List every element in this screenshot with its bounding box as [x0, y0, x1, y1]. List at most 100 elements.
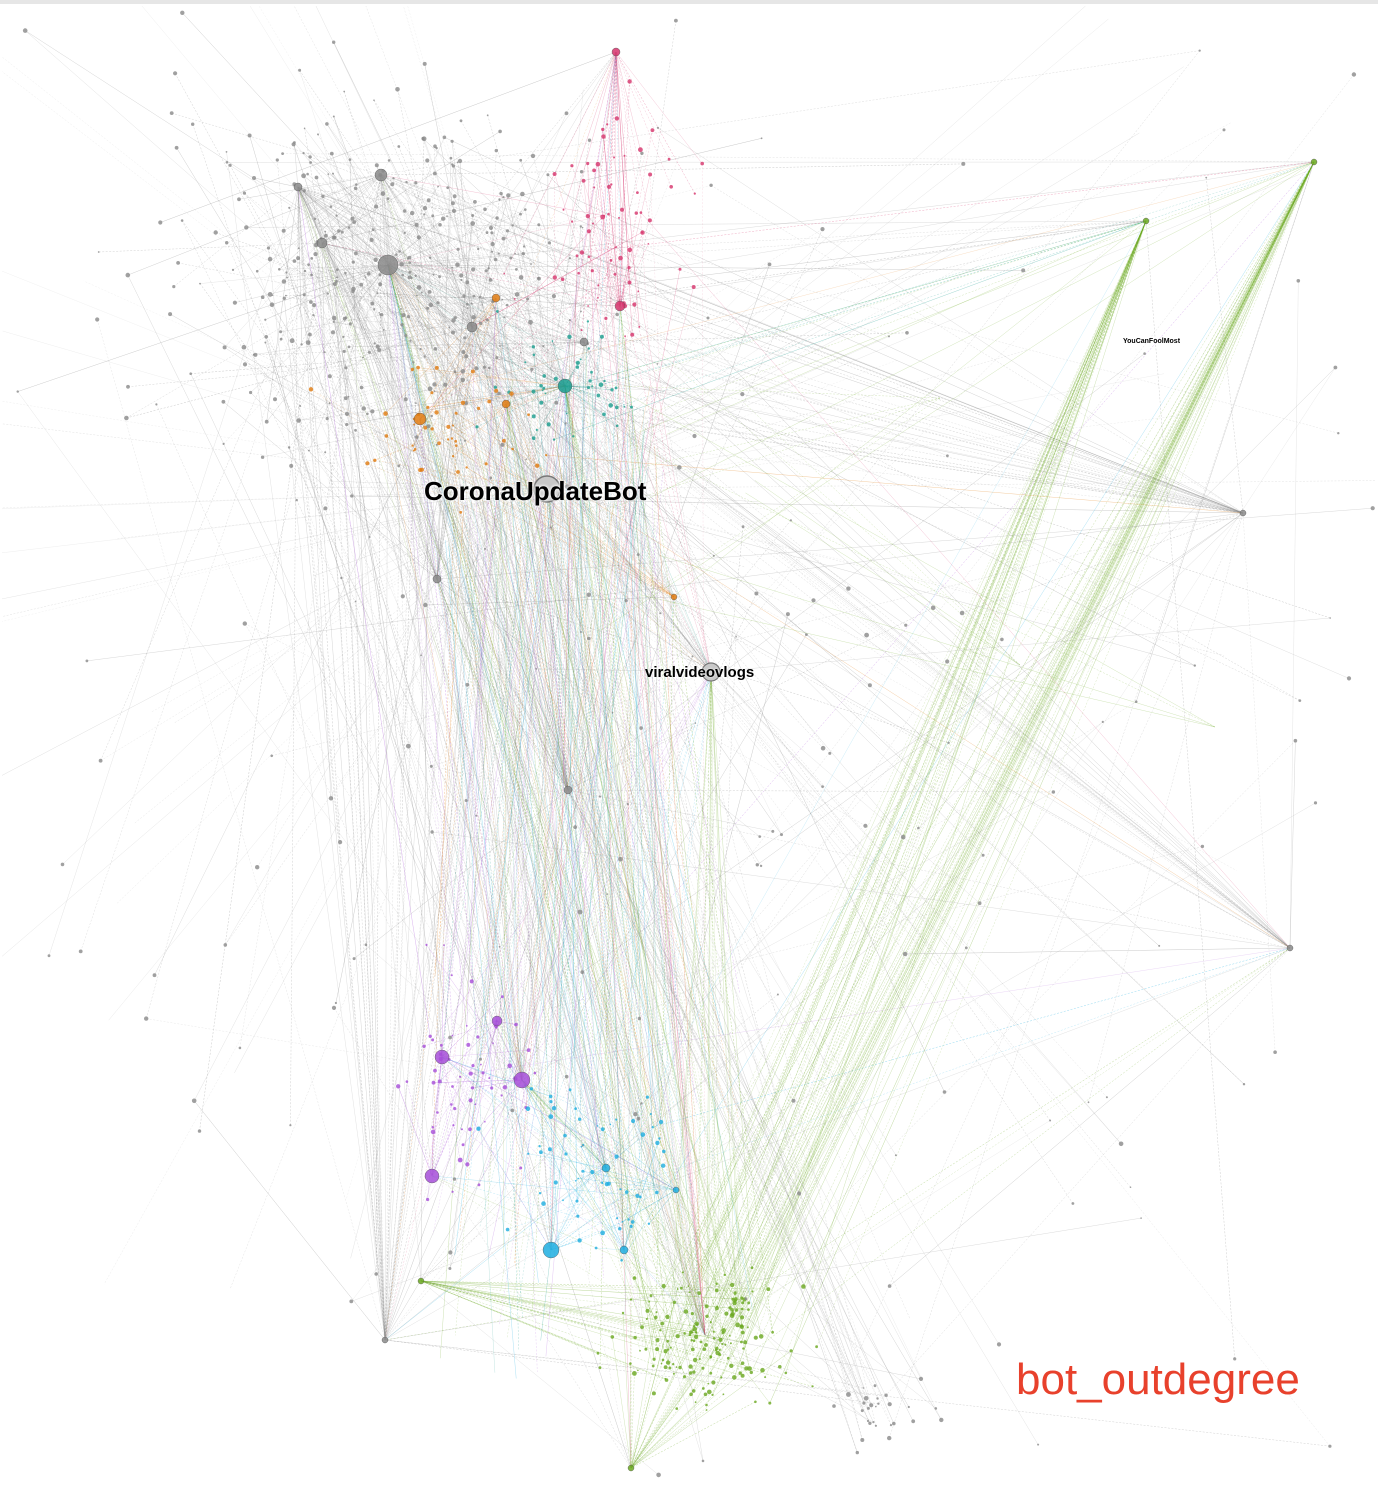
graph-node [330, 330, 336, 335]
graph-edge [461, 1128, 625, 1251]
graph-edge [420, 74, 1355, 1282]
graph-node [521, 252, 525, 256]
graph-edge [408, 746, 552, 1251]
graph-edge [734, 220, 1147, 1378]
graph-edge [436, 412, 675, 598]
graph-node [667, 1348, 670, 1351]
graph-edge [588, 546, 644, 1274]
graph-edge [420, 1280, 697, 1338]
graph-node [740, 1296, 744, 1300]
graph-node [255, 865, 260, 870]
graph-node [221, 399, 226, 404]
graph-edge [272, 294, 585, 343]
graph-edge [521, 1079, 872, 1406]
graph-node [461, 1143, 465, 1147]
graph-edge [603, 414, 712, 673]
graph-node [476, 1126, 481, 1131]
graph-node [47, 954, 51, 958]
graph-edge [402, 442, 548, 490]
graph-edge [518, 487, 640, 1304]
graph-edge [713, 220, 1147, 1383]
graph-node [832, 1404, 836, 1408]
graph-edge [350, 488, 548, 1259]
graph-edge [303, 175, 1291, 949]
graph-edge [342, 231, 507, 405]
graph-node [370, 301, 375, 306]
graph-node [873, 1384, 877, 1388]
graph-edge [173, 186, 299, 287]
graph-edge [428, 200, 473, 328]
graph-edge [490, 477, 569, 791]
graph-edge [250, 264, 389, 393]
graph-node [502, 438, 506, 443]
graph-edge [353, 789, 569, 959]
graph-edge [564, 385, 849, 1395]
graph-edge [459, 160, 473, 328]
graph-edge [229, 488, 548, 1290]
graph-node [597, 284, 600, 287]
graph-edge [384, 1217, 1142, 1341]
graph-edge [326, 123, 548, 490]
graph-edge [384, 146, 436, 1341]
graph-node [323, 351, 326, 354]
graph-edge [321, 242, 863, 1411]
graph-node [197, 1129, 202, 1133]
graph-edge [512, 400, 732, 1123]
graph-node [623, 154, 626, 157]
graph-edge [459, 427, 571, 971]
graph-node [691, 285, 696, 289]
graph-node [329, 151, 334, 156]
graph-node [677, 465, 682, 470]
graph-edge [387, 264, 467, 357]
graph-edge [297, 186, 418, 296]
graph-node [228, 163, 232, 167]
graph-edge [338, 230, 625, 1251]
graph-edge [307, 487, 548, 490]
graph-edge [511, 478, 546, 1073]
graph-edge [451, 1020, 498, 1105]
graph-node [472, 294, 476, 298]
graph-node [623, 405, 626, 408]
graph-edge [591, 372, 625, 1251]
graph-edge [1, 270, 548, 490]
graph-node [97, 251, 100, 253]
graph-node [959, 610, 965, 616]
graph-node [595, 161, 601, 167]
graph-edge [433, 274, 548, 490]
graph-node [332, 115, 335, 118]
graph-node [546, 173, 550, 177]
graph-hub-node [466, 321, 478, 333]
graph-edge [432, 215, 523, 1081]
graph-edge [355, 430, 677, 1191]
graph-node [615, 424, 619, 428]
graph-node [640, 1325, 644, 1329]
graph-node [648, 172, 653, 177]
graph-edge [297, 50, 1200, 188]
graph-node [615, 312, 619, 317]
graph-edge [409, 257, 566, 387]
graph-node [377, 348, 382, 352]
graph-node [376, 292, 379, 295]
graph-node [694, 1401, 697, 1404]
graph-edge [619, 267, 630, 307]
graph-edge [712, 161, 1315, 1396]
graph-edge [523, 516, 652, 1161]
graph-edge [605, 1167, 618, 1219]
graph-node [621, 1221, 624, 1223]
graph-edge [373, 229, 675, 598]
graph-node [977, 901, 982, 905]
graph-edge [387, 264, 407, 400]
graph-node [630, 1220, 635, 1224]
graph-edge [321, 242, 625, 307]
graph-edge [611, 184, 621, 307]
graph-node [946, 454, 949, 458]
graph-node [480, 1063, 482, 1066]
graph-edge [531, 1088, 607, 1169]
graph-edge [313, 314, 566, 387]
graph-edge [690, 161, 1315, 1395]
graph-node [636, 1116, 641, 1121]
graph-edge [665, 220, 1147, 1352]
graph-edge [343, 351, 433, 1177]
graph-edge [615, 51, 625, 304]
graph-node [336, 268, 339, 272]
